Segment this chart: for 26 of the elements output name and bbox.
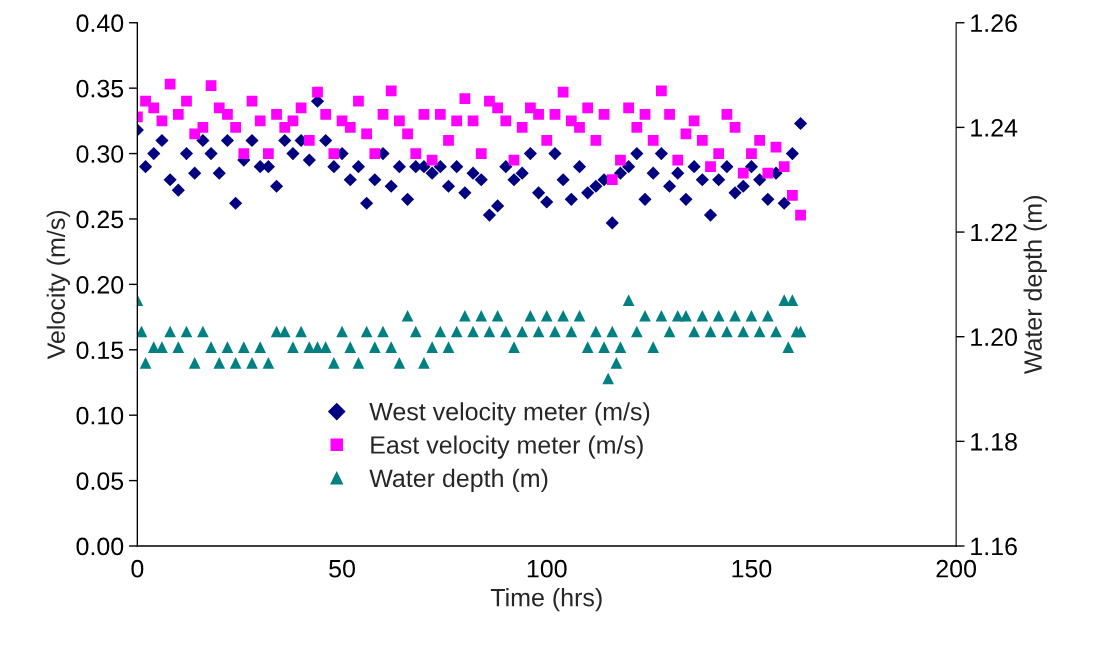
y-tick-label: 0.15 <box>76 341 124 360</box>
y-tick-label: 0.20 <box>76 275 124 294</box>
y2-axis-title: Water depth (m) <box>1023 196 1047 375</box>
legend-label: Water depth (m) <box>369 468 548 493</box>
legend-label: East velocity meter (m/s) <box>371 435 643 459</box>
y-tick-label: 0.30 <box>76 145 124 163</box>
x-tick-label: 100 <box>527 559 567 578</box>
x-tick-label: 200 <box>936 559 977 578</box>
y-tick-label: 0.10 <box>76 406 124 425</box>
y2-tick-label: 1.26 <box>971 14 1017 33</box>
y-tick-label: 0.35 <box>76 79 124 98</box>
x-tick-label: 50 <box>329 559 355 578</box>
y2-tick-label: 1.24 <box>971 119 1018 137</box>
y-axis-title: Velocity (m/s) <box>46 210 70 360</box>
x-tick-label: 0 <box>131 559 144 578</box>
y-tick-label: 0.40 <box>76 14 124 33</box>
y-tick-label: 0.25 <box>76 210 124 229</box>
legend-label: West velocity meter (m/s) <box>369 402 650 426</box>
y2-tick-label: 1.22 <box>971 223 1017 242</box>
x-tick-label: 150 <box>732 559 772 578</box>
x-axis-title: Time (hrs) <box>490 588 602 612</box>
y2-tick-label: 1.18 <box>971 432 1017 451</box>
y2-tick-label: 1.20 <box>971 328 1017 346</box>
y2-tick-label: 1.16 <box>971 537 1017 556</box>
y-tick-label: 0.00 <box>76 537 124 556</box>
y-tick-label: 0.05 <box>76 472 124 490</box>
